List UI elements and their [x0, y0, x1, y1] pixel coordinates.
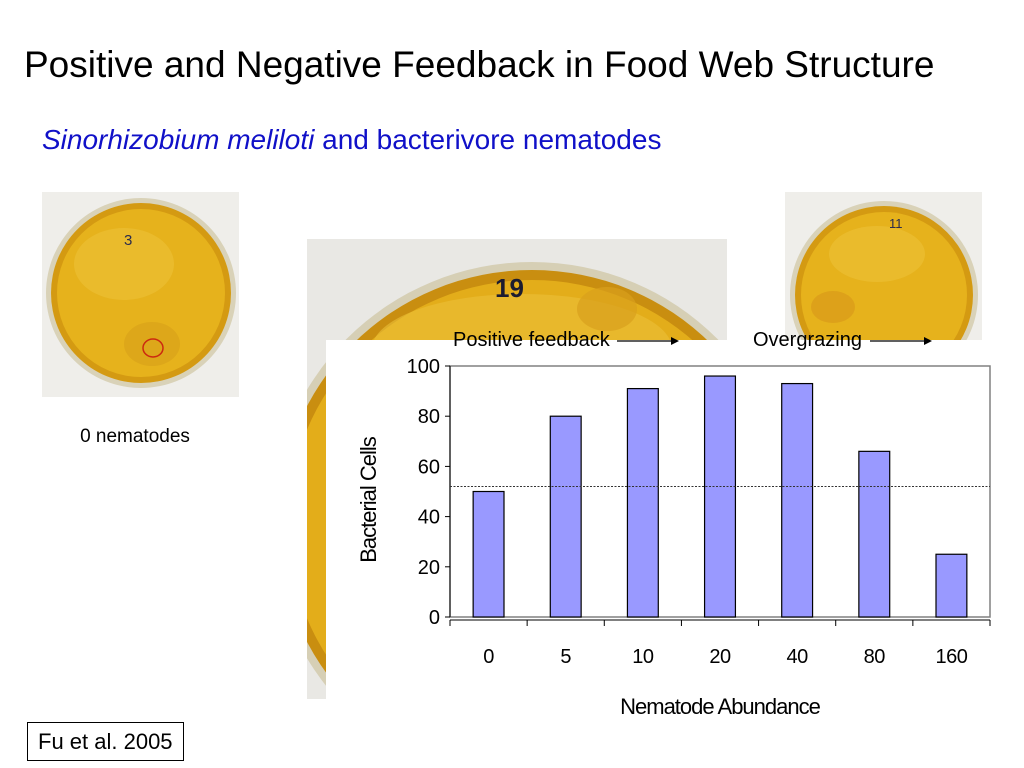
x-axis-label: Nematode Abundance: [620, 694, 820, 719]
annotation-overgrazing: Overgrazing: [753, 329, 932, 352]
arrow-right-icon: [617, 336, 680, 345]
x-tick-label: 160: [935, 646, 967, 668]
annotation-overgrazing-label: Overgrazing: [753, 329, 862, 351]
bar: [626, 387, 659, 618]
y-tick-label: 60: [418, 456, 440, 478]
y-tick-label: 20: [418, 557, 440, 579]
x-tick-label: 20: [709, 646, 731, 668]
y-tick-label: 80: [418, 406, 440, 428]
x-tick-label: 80: [864, 646, 886, 668]
x-tick-label: 10: [632, 646, 654, 668]
plate-photo-left: 3: [42, 192, 239, 397]
bar: [781, 382, 814, 618]
species-name: Sinorhizobium meliloti: [42, 124, 315, 155]
plate-marking-center: 19: [495, 273, 524, 303]
plate-photo-right: 11: [785, 192, 982, 342]
subtitle-rest: and bacterivore nematodes: [322, 124, 662, 155]
y-axis-label: Bacterial Cells: [356, 436, 381, 563]
page-title: Positive and Negative Feedback in Food W…: [24, 44, 935, 85]
x-tick-label: 5: [560, 646, 571, 668]
bar-chart: 0 20 40 60 80 100 0 5 10 20 40 80 160 Nematode Abunda…: [356, 356, 991, 719]
x-tick-label: 0: [483, 646, 494, 668]
annotation-positive-feedback: Positive feedback: [453, 329, 680, 352]
y-tick-label: 100: [407, 356, 440, 378]
page-subtitle: Sinorhizobium meliloti and bacterivore n…: [42, 124, 661, 156]
bar: [549, 415, 582, 618]
citation-box: Fu et al. 2005: [27, 722, 184, 761]
x-tick-label: 40: [787, 646, 809, 668]
bar: [472, 490, 505, 618]
plate-marking-right: 11: [889, 216, 903, 231]
arrow-right-icon: [869, 336, 932, 345]
bar-chart-panel: 0 20 40 60 80 100 0 5 10 20 40 80 160 Nematode Abunda…: [326, 340, 1002, 730]
plate-label-left: 0 nematodes: [80, 426, 190, 447]
bar: [935, 553, 968, 618]
plate-marking-left: 3: [124, 232, 132, 249]
y-tick-label: 40: [418, 507, 440, 529]
y-tick-label: 0: [429, 607, 440, 629]
bar: [703, 375, 737, 618]
annotation-positive-feedback-label: Positive feedback: [453, 329, 610, 351]
bar: [858, 450, 891, 618]
